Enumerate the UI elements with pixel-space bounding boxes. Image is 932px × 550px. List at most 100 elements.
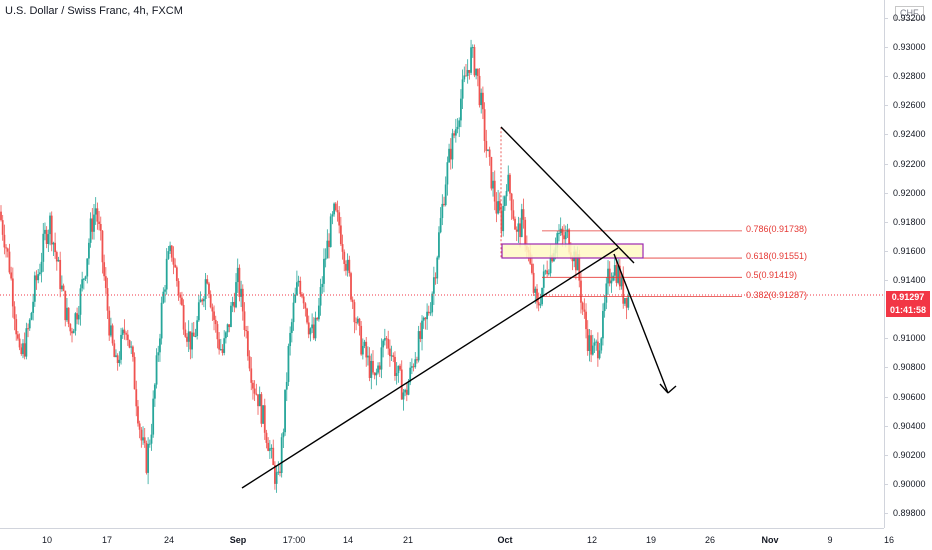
candle-body — [453, 133, 456, 136]
time-tick-label: 26 — [704, 535, 716, 545]
candle-body — [302, 296, 305, 304]
candle-body — [368, 355, 371, 378]
candle-body — [307, 322, 310, 335]
candle-body — [503, 196, 506, 206]
candle-body — [564, 232, 567, 240]
candle-body — [449, 148, 452, 160]
projection-arrow-head-left — [659, 383, 669, 394]
candle-body — [404, 389, 407, 393]
chart-pane[interactable] — [0, 0, 884, 528]
candle-body — [88, 242, 90, 259]
candle-body — [602, 311, 604, 339]
candle-body — [297, 280, 300, 283]
candle-body — [40, 261, 43, 273]
candle-body — [500, 210, 503, 232]
candle-body — [165, 258, 168, 290]
candle-body — [133, 356, 136, 390]
candle-body — [241, 288, 244, 312]
candle-body — [294, 294, 297, 303]
candle-body — [279, 471, 281, 473]
currency-badge[interactable]: CHF — [895, 6, 924, 20]
candle-body — [94, 208, 97, 215]
price-chart-svg[interactable] — [0, 0, 884, 528]
candle-body — [209, 294, 212, 308]
candle-body — [492, 180, 494, 189]
candle-body — [196, 320, 199, 336]
candle-body — [126, 334, 129, 340]
candle-body — [463, 75, 466, 80]
candle-body — [91, 218, 94, 232]
candle-body — [111, 325, 114, 344]
candle-body — [270, 447, 273, 449]
candle-body — [228, 324, 231, 327]
candle-body — [608, 268, 611, 284]
time-tick-label: 19 — [645, 535, 657, 545]
candle-body — [201, 299, 204, 302]
price-tick-label: 0.91000 — [893, 333, 926, 344]
candle-body — [69, 323, 72, 332]
candle-body — [130, 346, 133, 348]
candle-body — [66, 307, 68, 321]
candle-body — [412, 366, 415, 368]
price-axis-border — [884, 0, 885, 528]
candle-body — [346, 259, 349, 271]
candle-body — [586, 329, 589, 351]
candle-body — [159, 338, 161, 353]
candle-body — [607, 268, 609, 284]
price-tick-mark — [884, 134, 888, 136]
candle-body — [148, 443, 151, 445]
candle-body — [596, 341, 599, 359]
candle-body — [595, 341, 598, 343]
candle-body — [5, 247, 7, 249]
candle-body — [20, 347, 23, 355]
candle-body — [532, 272, 535, 293]
candle-body — [74, 313, 77, 331]
symbol-title[interactable]: U.S. Dollar / Swiss Franc, 4h, FXCM — [5, 5, 183, 17]
candle-body — [203, 298, 205, 302]
price-tick-label: 0.91800 — [893, 216, 926, 227]
candle-body — [625, 298, 628, 308]
candle-body — [409, 367, 412, 383]
candle-body — [72, 330, 75, 334]
candle-body — [287, 346, 290, 382]
candle-body — [219, 349, 222, 351]
candle-body — [461, 79, 464, 99]
time-tick-label: 16 — [883, 535, 895, 545]
candle-body — [181, 297, 183, 305]
candle-body — [361, 345, 364, 355]
fib-level-label: 0.618(0.91551) — [746, 251, 808, 262]
candle-body — [438, 232, 440, 258]
countdown-tag: 01:41:58 — [886, 304, 930, 317]
candle-body — [578, 254, 581, 281]
candle-body — [187, 331, 190, 342]
candle-body — [509, 174, 511, 194]
candle-body — [258, 394, 261, 407]
candle-body — [522, 209, 525, 220]
candle-body — [400, 369, 403, 400]
candle-body — [280, 437, 283, 473]
price-tick-mark — [884, 192, 888, 194]
candle-body — [120, 334, 122, 360]
candle-body — [77, 314, 80, 320]
candle-body — [419, 331, 422, 339]
candle-body — [475, 68, 478, 76]
candle-body — [585, 311, 587, 330]
candle-body — [350, 273, 352, 300]
candle-body — [214, 319, 217, 325]
candle-body — [35, 275, 38, 281]
candle-body — [395, 373, 398, 377]
price-tick-mark — [884, 483, 888, 485]
candle-body — [98, 221, 100, 225]
candle-body — [179, 294, 182, 298]
candle-body — [343, 251, 346, 264]
candle-body — [624, 298, 626, 304]
candle-body — [93, 214, 95, 232]
candle-body — [194, 335, 197, 337]
candle-body — [333, 203, 335, 215]
price-tick-label: 0.92800 — [893, 71, 926, 82]
candle-body — [314, 317, 317, 339]
candle-body — [76, 313, 78, 320]
candle-body — [510, 193, 513, 211]
candle-body — [603, 302, 606, 312]
price-tick-label: 0.93200 — [893, 13, 926, 23]
